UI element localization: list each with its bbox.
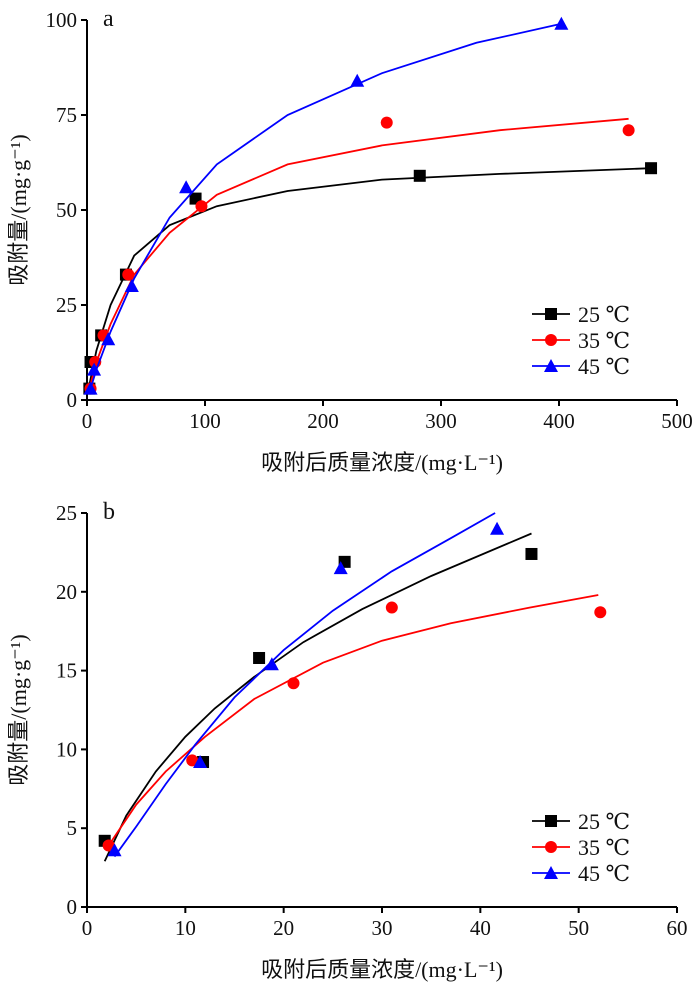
legend-entry: 45 ℃	[532, 354, 630, 379]
legend-marker	[544, 359, 558, 372]
y-tick-label: 10	[56, 737, 77, 761]
data-point	[179, 180, 194, 194]
series-2	[83, 16, 569, 395]
series-0	[98, 532, 538, 862]
x-tick-label: 100	[189, 409, 221, 433]
panel-letter: b	[103, 499, 115, 525]
legend-marker	[545, 815, 557, 827]
series-2	[107, 512, 505, 858]
legend-label: 25 ℃	[578, 809, 630, 834]
data-point	[380, 116, 393, 129]
data-point	[195, 200, 208, 213]
data-point	[554, 16, 569, 30]
legend-marker	[544, 866, 558, 879]
data-point	[107, 843, 122, 857]
y-tick-label: 20	[56, 580, 77, 604]
x-tick-label: 500	[661, 409, 693, 433]
legend-entry: 35 ℃	[532, 835, 630, 860]
legend-label: 35 ℃	[578, 328, 630, 353]
data-point	[122, 268, 135, 281]
y-tick-label: 5	[67, 816, 78, 840]
fit-curve	[103, 532, 532, 862]
data-point	[124, 279, 139, 292]
legend-label: 35 ℃	[578, 835, 630, 860]
x-tick-label: 400	[543, 409, 575, 433]
y-tick-label: 50	[56, 198, 77, 222]
x-axis-title: 吸附后质量浓度/(mg·L⁻¹)	[261, 957, 503, 982]
legend-entry: 45 ℃	[532, 861, 630, 886]
x-tick-label: 300	[425, 409, 457, 433]
data-point	[350, 73, 365, 87]
x-tick-label: 10	[175, 916, 196, 940]
legend-marker	[545, 841, 557, 853]
data-point	[253, 651, 266, 664]
data-point	[87, 362, 102, 376]
legend-entry: 35 ℃	[532, 328, 630, 353]
data-point	[193, 755, 208, 769]
fit-curve	[88, 22, 562, 393]
data-point	[287, 677, 300, 690]
x-tick-label: 50	[568, 916, 589, 940]
data-point	[594, 606, 607, 619]
fit-curve	[88, 167, 652, 385]
series-1	[84, 116, 635, 395]
panel-b: 0 10 20 30 40 50 60 0 5 10 15 20 25 吸附后质量浓度/(mg·L⁻¹) 吸…	[6, 499, 688, 982]
fit-curve	[113, 512, 496, 858]
panel-letter: a	[103, 6, 114, 32]
panel-a: 0 100 200 300 400 500 0 25 50 75 100 吸附后质量浓度/(mg·L⁻…	[6, 6, 693, 475]
data-point	[490, 521, 505, 535]
series-1	[102, 594, 607, 852]
x-tick-label: 40	[470, 916, 491, 940]
fit-curve	[107, 594, 599, 847]
legend-entry: 25 ℃	[532, 809, 630, 834]
data-point	[264, 657, 279, 671]
legend-marker	[545, 308, 557, 320]
data-point	[102, 839, 115, 852]
x-axis-title: 吸附后质量浓度/(mg·L⁻¹)	[261, 450, 503, 475]
data-point	[525, 547, 538, 560]
legend-label: 25 ℃	[578, 302, 630, 327]
data-point	[333, 561, 348, 575]
y-tick-label: 15	[56, 659, 77, 683]
series-0	[83, 162, 658, 395]
data-point	[645, 162, 658, 175]
data-point	[413, 169, 426, 182]
y-tick-label: 25	[56, 293, 77, 317]
x-tick-label: 20	[273, 916, 294, 940]
y-tick-label: 0	[67, 895, 78, 919]
y-axis-title: 吸附量/(mg·g⁻¹)	[6, 134, 31, 285]
y-tick-label: 25	[56, 501, 77, 525]
data-point	[83, 381, 98, 395]
y-axis-title: 吸附量/(mg·g⁻¹)	[6, 634, 31, 785]
y-tick-label: 75	[56, 103, 77, 127]
fit-curve	[88, 117, 629, 389]
legend-label: 45 ℃	[578, 354, 630, 379]
legend-label: 45 ℃	[578, 861, 630, 886]
data-point	[186, 754, 199, 767]
y-tick-label: 100	[46, 8, 78, 32]
x-tick-label: 0	[82, 409, 93, 433]
data-point	[622, 124, 635, 137]
x-tick-label: 60	[667, 916, 688, 940]
legend-entry: 25 ℃	[532, 302, 630, 327]
legend-marker	[545, 334, 557, 346]
y-tick-label: 0	[67, 388, 78, 412]
data-point	[385, 601, 398, 614]
x-tick-label: 30	[372, 916, 393, 940]
x-tick-label: 200	[307, 409, 339, 433]
x-tick-label: 0	[82, 916, 93, 940]
data-point	[101, 332, 116, 346]
